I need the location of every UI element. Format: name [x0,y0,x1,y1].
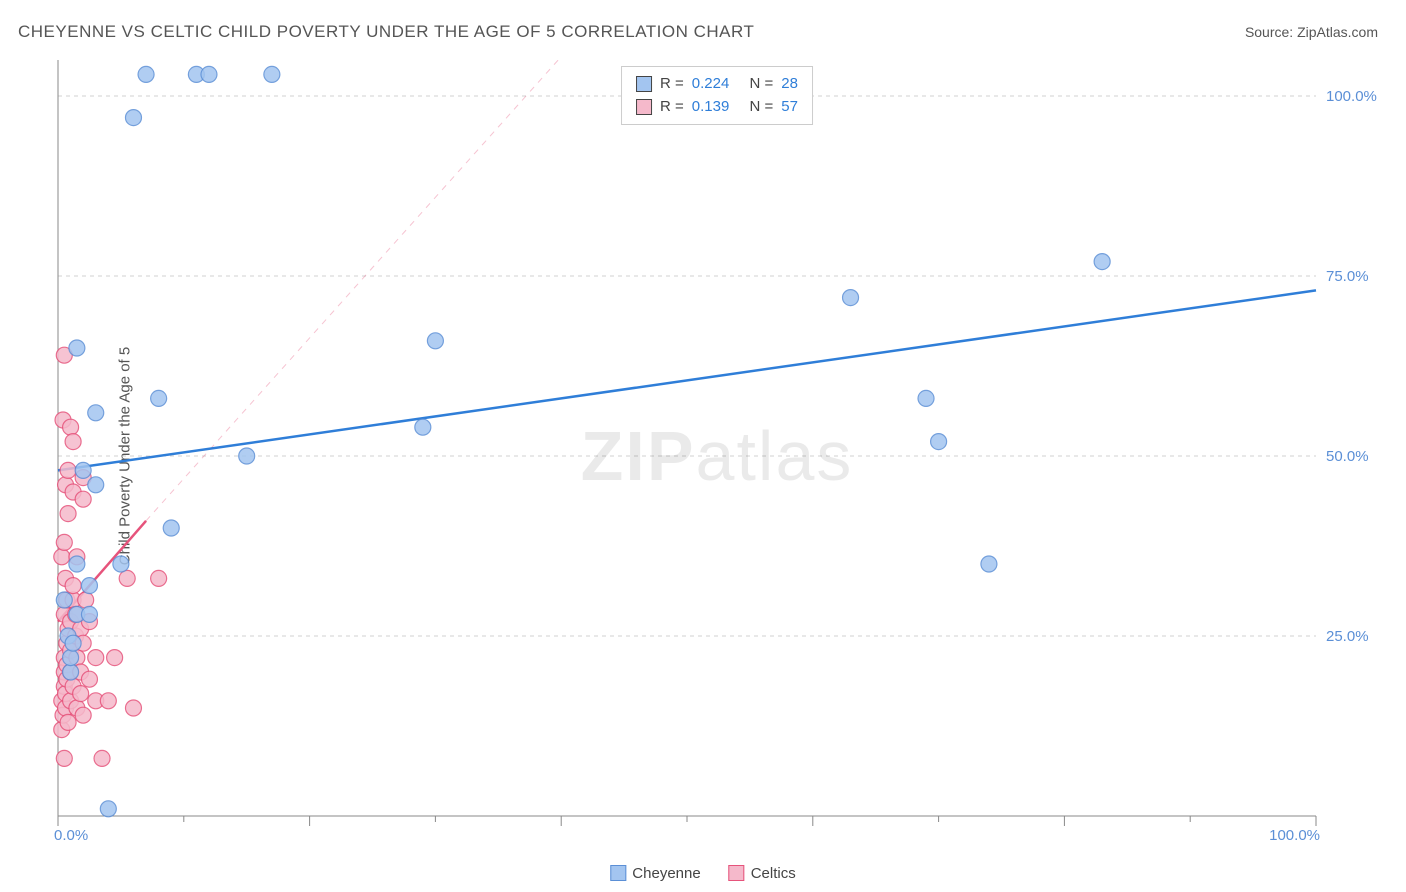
point-cheyenne [69,340,85,356]
stats-row-celtics: R = 0.139 N = 57 [636,96,798,119]
y-tick-label: 25.0% [1326,628,1369,645]
point-cheyenne [100,801,116,817]
stat-r-celtics: 0.139 [692,96,730,119]
chart-header: CHEYENNE VS CELTIC CHILD POVERTY UNDER T… [0,0,1406,56]
point-celtics [119,570,135,586]
point-cheyenne [201,66,217,82]
swatch-cheyenne-icon [610,865,626,881]
point-celtics [107,650,123,666]
point-celtics [65,578,81,594]
point-cheyenne [427,333,443,349]
source-link[interactable]: ZipAtlas.com [1297,24,1378,40]
point-cheyenne [63,664,79,680]
scatter-plot: 25.0% 50.0% 75.0% 100.0% 0.0% 100.0% [48,60,1386,852]
point-cheyenne [1094,254,1110,270]
stat-n-cheyenne: 28 [781,73,798,96]
point-cheyenne [88,477,104,493]
point-cheyenne [264,66,280,82]
point-cheyenne [981,556,997,572]
source-attribution: Source: ZipAtlas.com [1245,24,1378,40]
trend-line-celtics-ext [146,60,687,521]
y-tick-label: 100.0% [1326,88,1377,105]
point-cheyenne [65,635,81,651]
source-prefix: Source: [1245,24,1297,40]
point-celtics [54,549,70,565]
legend-item-celtics[interactable]: Celtics [729,865,796,882]
point-celtics [60,462,76,478]
y-tick-label: 75.0% [1326,268,1369,285]
point-cheyenne [918,390,934,406]
point-cheyenne [138,66,154,82]
point-cheyenne [125,110,141,126]
point-celtics [73,686,89,702]
point-cheyenne [151,390,167,406]
legend-item-cheyenne[interactable]: Cheyenne [610,865,700,882]
stat-r-cheyenne: 0.224 [692,73,730,96]
legend-bottom: Cheyenne Celtics [610,865,795,882]
stat-n-label: N = [750,73,774,96]
swatch-cheyenne-icon [636,76,652,92]
point-cheyenne [239,448,255,464]
point-cheyenne [415,419,431,435]
swatch-celtics-icon [636,99,652,115]
point-cheyenne [931,434,947,450]
stat-r-label: R = [660,73,684,96]
point-celtics [94,750,110,766]
point-cheyenne [88,405,104,421]
point-celtics [63,419,79,435]
point-celtics [151,570,167,586]
point-celtics [75,707,91,723]
point-celtics [125,700,141,716]
point-celtics [81,671,97,687]
x-tick-label: 100.0% [1269,827,1320,844]
stat-n-celtics: 57 [781,96,798,119]
swatch-celtics-icon [729,865,745,881]
y-tick-label: 50.0% [1326,448,1369,465]
point-cheyenne [843,290,859,306]
point-celtics [60,506,76,522]
point-celtics [78,592,94,608]
point-cheyenne [69,556,85,572]
point-cheyenne [81,578,97,594]
point-celtics [65,434,81,450]
point-celtics [56,534,72,550]
point-celtics [60,714,76,730]
point-celtics [75,491,91,507]
point-cheyenne [113,556,129,572]
point-cheyenne [63,650,79,666]
point-celtics [100,693,116,709]
x-tick-label: 0.0% [54,827,88,844]
chart-title: CHEYENNE VS CELTIC CHILD POVERTY UNDER T… [18,22,754,42]
stat-r-label: R = [660,96,684,119]
stat-n-label: N = [750,96,774,119]
trend-line-cheyenne [58,290,1316,470]
point-celtics [88,650,104,666]
point-celtics [56,750,72,766]
stats-row-cheyenne: R = 0.224 N = 28 [636,73,798,96]
point-cheyenne [75,462,91,478]
point-cheyenne [163,520,179,536]
point-cheyenne [56,592,72,608]
chart-area: Child Poverty Under the Age of 5 25.0%50… [48,60,1386,852]
point-cheyenne [81,606,97,622]
stats-legend: R = 0.224 N = 28 R = 0.139 N = 57 [621,66,813,125]
